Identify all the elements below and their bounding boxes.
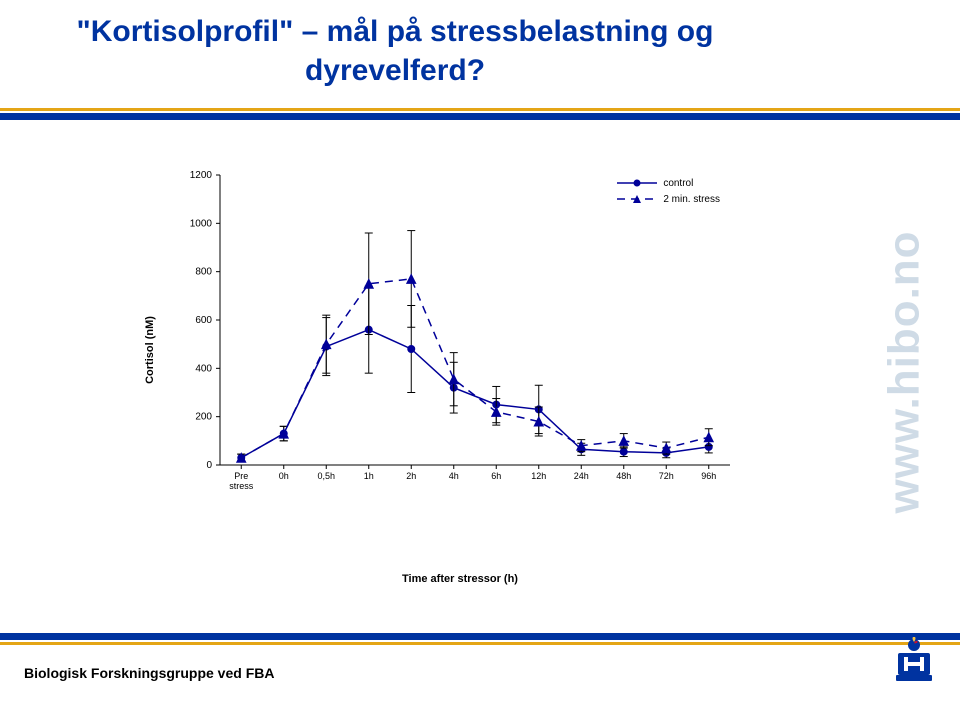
legend-row: 2 min. stress — [617, 193, 720, 205]
svg-text:6h: 6h — [491, 471, 501, 481]
vertical-url-text: www.hibo.no — [880, 230, 930, 513]
chart: Cortisol (nM) 020040060080010001200Prest… — [170, 165, 750, 535]
svg-text:24h: 24h — [574, 471, 589, 481]
svg-text:48h: 48h — [616, 471, 631, 481]
slide: "Kortisolprofil" – mål på stressbelastni… — [0, 0, 960, 705]
svg-text:stress: stress — [229, 481, 254, 491]
top-divider — [0, 108, 960, 120]
svg-text:2h: 2h — [406, 471, 416, 481]
svg-text:0: 0 — [206, 460, 212, 471]
svg-text:0h: 0h — [279, 471, 289, 481]
svg-text:400: 400 — [195, 363, 212, 374]
svg-text:1200: 1200 — [190, 170, 213, 181]
svg-text:4h: 4h — [449, 471, 459, 481]
divider-blue — [0, 113, 960, 120]
svg-text:96h: 96h — [701, 471, 716, 481]
divider2-yellow — [0, 642, 960, 645]
svg-text:12h: 12h — [531, 471, 546, 481]
svg-text:1h: 1h — [364, 471, 374, 481]
svg-text:800: 800 — [195, 267, 212, 278]
vertical-url: www.hibo.no — [850, 110, 960, 633]
svg-text:200: 200 — [195, 412, 212, 423]
divider-yellow — [0, 108, 960, 111]
bottom-divider — [0, 633, 960, 645]
legend-label: 2 min. stress — [663, 194, 720, 205]
divider2-blue — [0, 633, 960, 640]
xlabel-text: Time after stressor (h) — [402, 573, 518, 585]
ylabel-text: Cortisol (nM) — [144, 316, 156, 384]
legend-label: control — [663, 178, 693, 189]
svg-text:0,5h: 0,5h — [317, 471, 335, 481]
svg-text:600: 600 — [195, 315, 212, 326]
chart-svg: 0 200 400 600 800 1000 1200 Prestress 0h 0,5h 1h 2h… — [170, 165, 750, 495]
footer-text: Biologisk Forskningsgruppe ved FBA — [24, 665, 274, 681]
chart-legend: control 2 min. stress — [617, 177, 720, 209]
slide-title: "Kortisolprofil" – mål på stressbelastni… — [0, 12, 790, 90]
title-line-2: dyrevelferd? — [0, 51, 790, 90]
institution-logo — [892, 637, 936, 687]
title-line-1: "Kortisolprofil" – mål på stressbelastni… — [0, 12, 790, 51]
legend-row: control — [617, 177, 720, 189]
chart-x-axis-label: Time after stressor (h) — [170, 573, 750, 585]
svg-text:1000: 1000 — [190, 218, 213, 229]
chart-y-axis-label: Cortisol (nM) — [140, 165, 160, 535]
svg-text:72h: 72h — [659, 471, 674, 481]
svg-text:Pre: Pre — [234, 471, 248, 481]
